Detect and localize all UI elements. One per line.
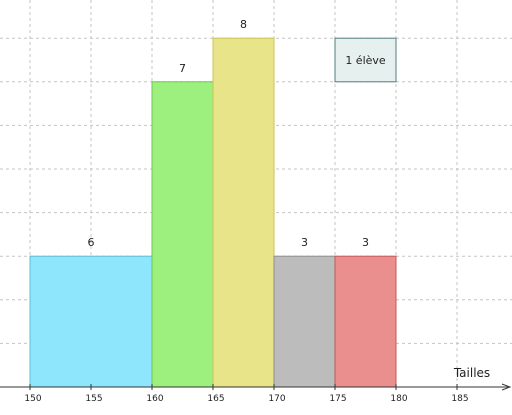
- x-tick-label: 155: [85, 394, 102, 404]
- bar-165-170: [212, 37, 275, 388]
- bar-label: 6: [88, 236, 95, 249]
- bar-175-180: [334, 255, 397, 388]
- legend-text: 1 élève: [345, 54, 386, 67]
- bar-label: 3: [301, 236, 308, 249]
- x-axis-label: Tailles: [453, 366, 490, 380]
- x-tick-label: 150: [24, 394, 41, 404]
- x-tick-label: 165: [207, 394, 224, 404]
- bar-label: 3: [362, 236, 369, 249]
- bar-160-165: [151, 81, 214, 388]
- bar-label: 7: [179, 62, 186, 75]
- x-axis-arrow: [501, 383, 512, 391]
- x-tick-label: 170: [268, 394, 285, 404]
- bar-150-160: [29, 255, 153, 388]
- x-axis: 150 155 160 165 170 175 180 185: [0, 383, 512, 404]
- x-tick-label: 180: [390, 394, 407, 404]
- x-tick-label: 185: [451, 394, 468, 404]
- data-labels: 6 7 8 3 3: [88, 18, 370, 249]
- legend-box: [334, 37, 397, 83]
- bars: [29, 37, 397, 388]
- x-tick-label: 160: [146, 394, 163, 404]
- legend: 1 élève: [334, 37, 397, 83]
- bar-label: 8: [240, 18, 247, 31]
- bar-170-175: [273, 255, 336, 388]
- x-tick-label: 175: [329, 394, 346, 404]
